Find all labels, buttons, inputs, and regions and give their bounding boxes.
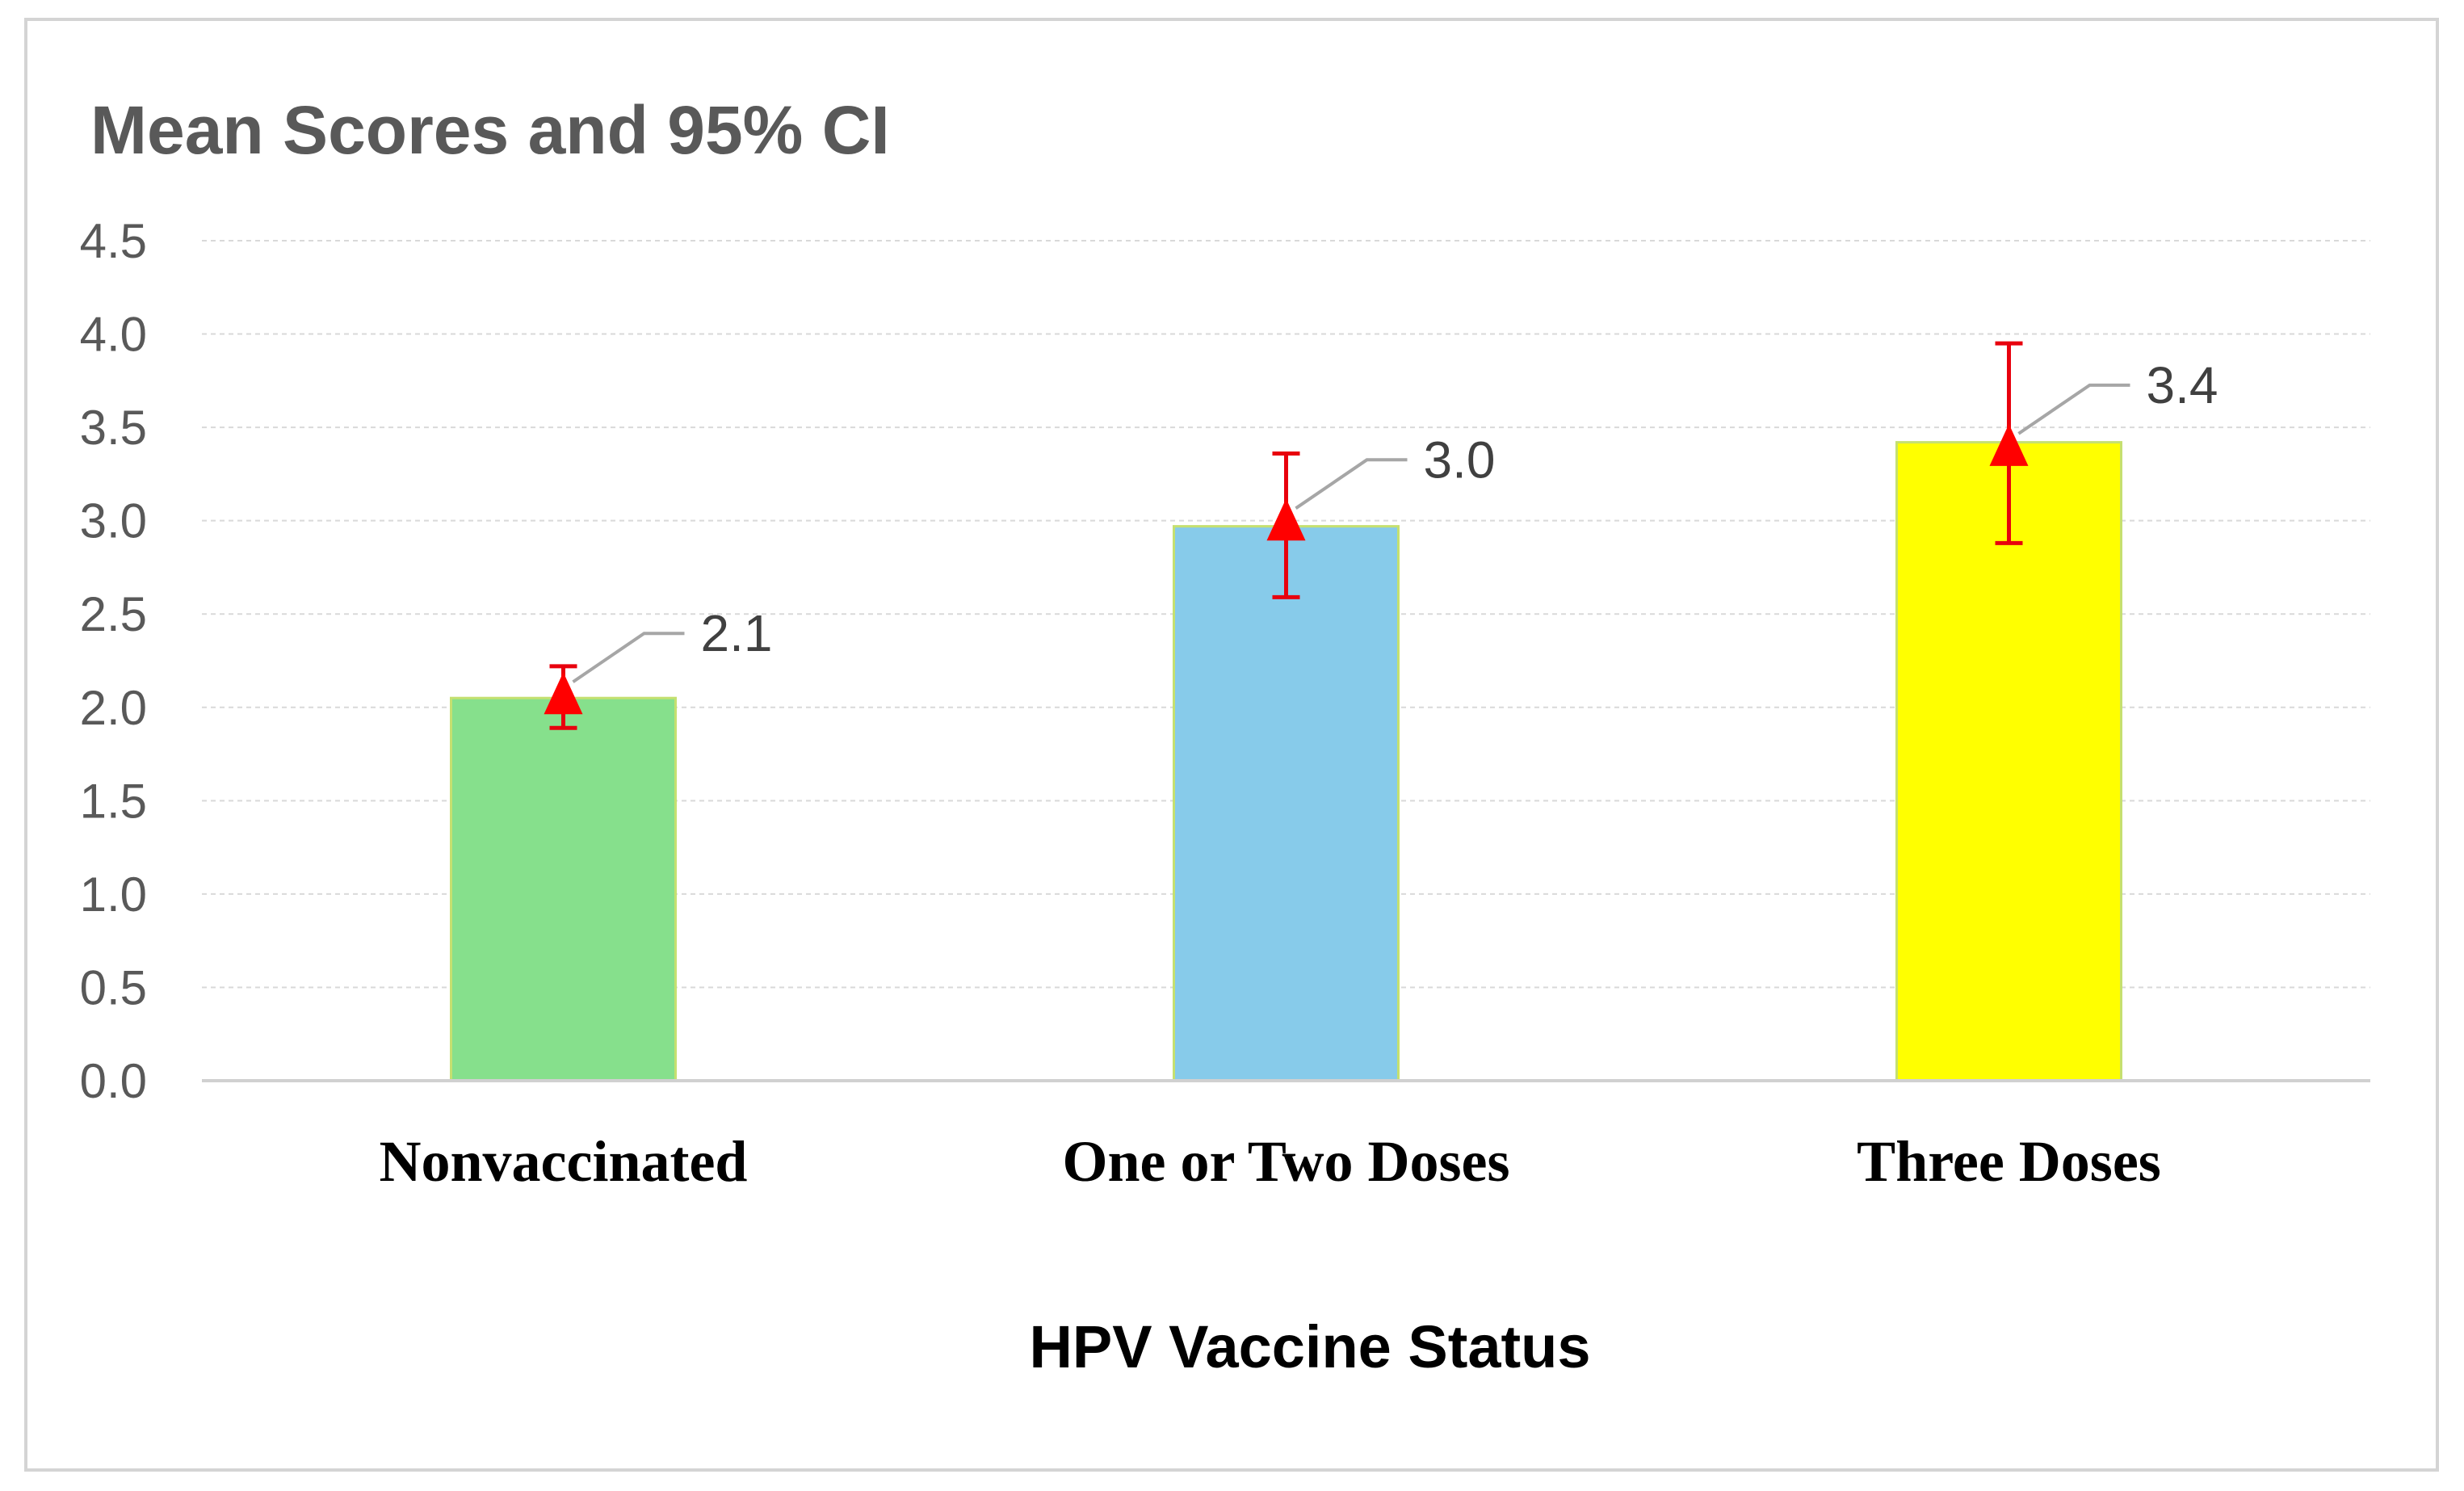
data-label-leader xyxy=(1295,458,1408,510)
y-tick-label: 2.5 xyxy=(80,587,147,641)
data-label-leader xyxy=(572,632,685,683)
mean-marker-triangle xyxy=(1266,498,1306,541)
data-label-leaders xyxy=(572,383,2130,683)
y-tick-label: 4.0 xyxy=(80,308,147,362)
data-label-leader xyxy=(2017,383,2130,435)
data-label: 3.0 xyxy=(1424,430,1496,489)
bar xyxy=(450,696,677,1082)
data-label: 2.1 xyxy=(701,604,773,662)
mean-marker-triangle xyxy=(544,672,583,715)
x-axis-label: HPV Vaccine Status xyxy=(1029,1313,1590,1380)
y-tick-label: 2.0 xyxy=(80,681,147,735)
mean-markers xyxy=(544,423,2029,715)
bar xyxy=(1173,525,1400,1082)
x-tick-label: Three Doses xyxy=(1857,1129,2161,1194)
x-axis-ticks: Nonvaccinated One or Two Doses Three Doses xyxy=(380,1129,2161,1194)
chart-title: Mean Scores and 95% CI xyxy=(90,92,890,168)
y-tick-label: 3.5 xyxy=(80,401,147,455)
x-tick-label: One or Two Doses xyxy=(1062,1129,1509,1194)
y-tick-label: 0.5 xyxy=(80,960,147,1014)
y-tick-label: 1.0 xyxy=(80,867,147,922)
mean-marker-triangle xyxy=(1989,423,2029,466)
data-label: 3.4 xyxy=(2147,356,2218,414)
y-axis-ticks: 0.0 0.5 1.0 1.5 2.0 2.5 3.0 3.5 4.0 4.5 xyxy=(80,214,147,1108)
x-tick-label: Nonvaccinated xyxy=(380,1129,748,1194)
data-labels: 2.1 3.0 3.4 xyxy=(701,356,2218,662)
y-tick-label: 3.0 xyxy=(80,494,147,548)
y-tick-label: 1.5 xyxy=(80,774,147,828)
y-tick-label: 0.0 xyxy=(80,1054,147,1108)
y-tick-label: 4.5 xyxy=(80,214,147,268)
